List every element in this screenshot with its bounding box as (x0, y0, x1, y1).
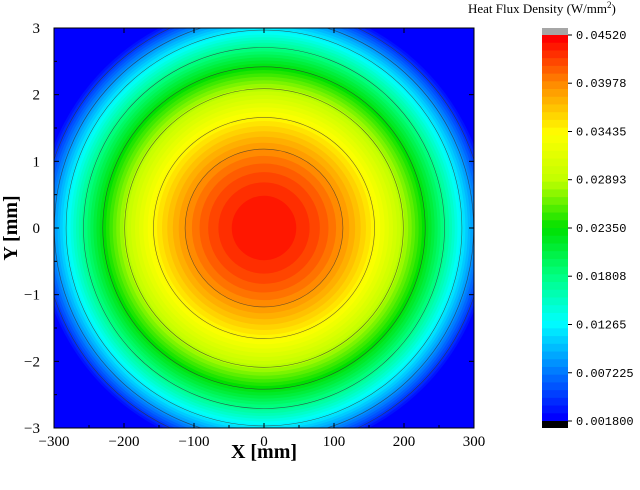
y-tick-label: −2 (24, 354, 40, 370)
colorbar-tick-label: 0.001800 (576, 415, 634, 429)
colorbar-band (542, 228, 568, 237)
colorbar-over-swatch (542, 28, 568, 35)
colorbar-band (542, 289, 568, 299)
colorbar-title-exponent: 2 (607, 0, 612, 10)
colorbar: Heat Flux Density (W/mm2) 0.04520 0.03978… (468, 0, 634, 429)
colorbar-title-text: Heat Flux Density (W/mm (468, 1, 607, 16)
colorbar-band (542, 204, 568, 214)
colorbar-band (542, 390, 568, 399)
colorbar-band (542, 266, 568, 275)
colorbar-band (542, 274, 568, 283)
y-tick-label: 1 (33, 154, 41, 170)
colorbar-band (542, 189, 568, 198)
colorbar-band (542, 243, 568, 252)
x-tick-label: 0 (260, 434, 268, 450)
contour-band (231, 195, 297, 261)
colorbar-tick-label: 0.02893 (576, 174, 626, 188)
colorbar-band (542, 135, 568, 144)
colorbar-tick-label: 0.01808 (576, 270, 626, 284)
colorbar-band (542, 328, 568, 337)
colorbar-ticks: 0.04520 0.03978 0.03435 0.02893 0.02350 0.018… (568, 29, 634, 429)
x-tick-label: 300 (463, 434, 486, 450)
x-axis: −300 −200 −100 0 100 200 300 (39, 28, 486, 450)
colorbar-band (542, 258, 568, 268)
colorbar-band (542, 359, 568, 368)
colorbar-band (542, 73, 568, 82)
colorbar-band (542, 297, 568, 306)
colorbar-band (542, 158, 568, 167)
x-tick-label: 100 (323, 434, 346, 450)
y-tick-label: −1 (24, 288, 40, 304)
x-axis-title: X [mm] (231, 441, 297, 463)
contour-line (124, 88, 404, 368)
colorbar-band (542, 50, 568, 59)
colorbar-band (542, 181, 568, 190)
colorbar-band (542, 42, 568, 52)
colorbar-band (542, 212, 568, 221)
colorbar-under-swatch (542, 421, 568, 428)
y-tick-label: 2 (33, 88, 41, 104)
colorbar-band (542, 251, 568, 260)
colorbar-band (542, 366, 568, 376)
colorbar-band (542, 127, 568, 136)
colorbar-band (542, 112, 568, 121)
colorbar-band (542, 282, 568, 291)
colorbar-title: Heat Flux Density (W/mm2) (468, 0, 616, 16)
x-tick-label: −100 (179, 434, 210, 450)
colorbar-band (542, 405, 568, 414)
y-axis-title: Y [mm] (0, 195, 22, 260)
y-tick-label: −3 (24, 421, 40, 437)
colorbar-band (542, 119, 568, 129)
colorbar-band (542, 397, 568, 407)
colorbar-band (542, 173, 568, 183)
colorbar-band (542, 96, 568, 106)
colorbar-band (542, 35, 568, 44)
colorbar-band (542, 81, 568, 90)
colorbar-band (542, 89, 568, 98)
colorbar-band (542, 336, 568, 345)
y-tick-label: 3 (33, 21, 41, 37)
colorbar-band (542, 413, 568, 422)
colorbar-band (542, 143, 568, 152)
heatmap-field (54, 28, 474, 428)
colorbar-band (542, 58, 568, 67)
colorbar-band (542, 65, 568, 75)
colorbar-band (542, 343, 568, 353)
colorbar-band (542, 197, 568, 206)
colorbar-title-end: ) (612, 1, 616, 16)
colorbar-band (542, 150, 568, 160)
colorbar-band (542, 312, 568, 322)
colorbar-tick-label: 0.01265 (576, 319, 626, 333)
contour-line (102, 66, 426, 390)
contour-line (83, 47, 445, 409)
x-tick-label: −200 (109, 434, 140, 450)
colorbar-band (542, 374, 568, 383)
colorbar-band (542, 382, 568, 391)
colorbar-band (542, 305, 568, 314)
y-axis: 3 2 1 0 −1 −2 −3 (24, 21, 474, 437)
y-tick-label: 0 (33, 221, 41, 237)
colorbar-band (542, 351, 568, 360)
colorbar-tick-label: 0.03978 (576, 77, 626, 91)
colorbar-tick-label: 0.02350 (576, 222, 626, 236)
colorbar-tick-label: 0.04520 (576, 29, 626, 43)
colorbar-bands (542, 35, 568, 422)
colorbar-band (542, 220, 568, 229)
plot-area (53, 27, 475, 429)
contour-line (184, 148, 344, 308)
colorbar-tick-label: 0.007225 (576, 367, 634, 381)
colorbar-band (542, 320, 568, 329)
x-tick-label: −300 (39, 434, 70, 450)
contour-line (153, 117, 375, 339)
colorbar-band (542, 235, 568, 245)
colorbar-tick-label: 0.03435 (576, 126, 626, 140)
x-tick-label: 200 (393, 434, 416, 450)
colorbar-band (542, 104, 568, 113)
colorbar-band (542, 166, 568, 175)
